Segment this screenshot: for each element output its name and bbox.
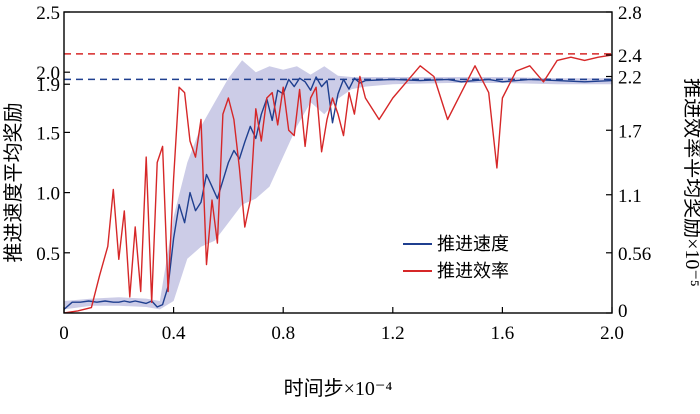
y-right-tick-label: 1.1 xyxy=(618,186,642,207)
y-axis-right-title: 推进效率平均奖励×10⁻⁵ xyxy=(681,78,700,287)
y-left-tick-label: 1.0 xyxy=(36,184,60,205)
x-tick-label: 1.2 xyxy=(381,323,405,344)
y-right-tick-label: 2.8 xyxy=(618,3,642,24)
x-axis-title: 时间步×10⁻⁴ xyxy=(284,377,393,400)
x-tick-label: 1.6 xyxy=(491,323,515,344)
x-tick-label: 0.8 xyxy=(271,323,295,344)
y-right-tick-label: 2.4 xyxy=(618,46,642,67)
y-left-tick-label: 0.5 xyxy=(36,244,60,265)
plot-frame xyxy=(63,11,613,314)
y-right-tick-label: 0.56 xyxy=(618,244,651,265)
x-tick-label: 2.0 xyxy=(600,323,624,344)
y-right-tick-label: 2.2 xyxy=(618,68,642,89)
plot-layer xyxy=(64,53,612,313)
y-left-tick-label: 2.0 xyxy=(36,63,60,84)
y-left-tick-label: 1.9 xyxy=(36,75,60,96)
y-axis-left-title: 推进速度平均奖励 xyxy=(2,103,25,263)
legend-label-speed: 推进速度 xyxy=(437,234,509,254)
y-right-tick-label: 0 xyxy=(618,301,628,322)
legend-box xyxy=(396,228,536,284)
y-right-tick-label: 1.7 xyxy=(618,121,642,142)
efficiency-line xyxy=(64,54,612,313)
legend: 推进速度 推进效率 xyxy=(396,228,536,284)
legend-label-efficiency: 推进效率 xyxy=(437,261,509,281)
speed-line xyxy=(64,76,612,310)
ticks-layer: 0 0.4 0.8 1.2 1.6 2.00.51.01.51.92.02.500.561… xyxy=(36,3,651,344)
y-left-tick-label: 1.5 xyxy=(36,123,60,144)
plot-area xyxy=(64,53,612,313)
x-tick-label: 0 xyxy=(59,323,69,344)
x-tick-label: 0.4 xyxy=(162,323,186,344)
y-left-tick-label: 2.5 xyxy=(36,3,60,24)
